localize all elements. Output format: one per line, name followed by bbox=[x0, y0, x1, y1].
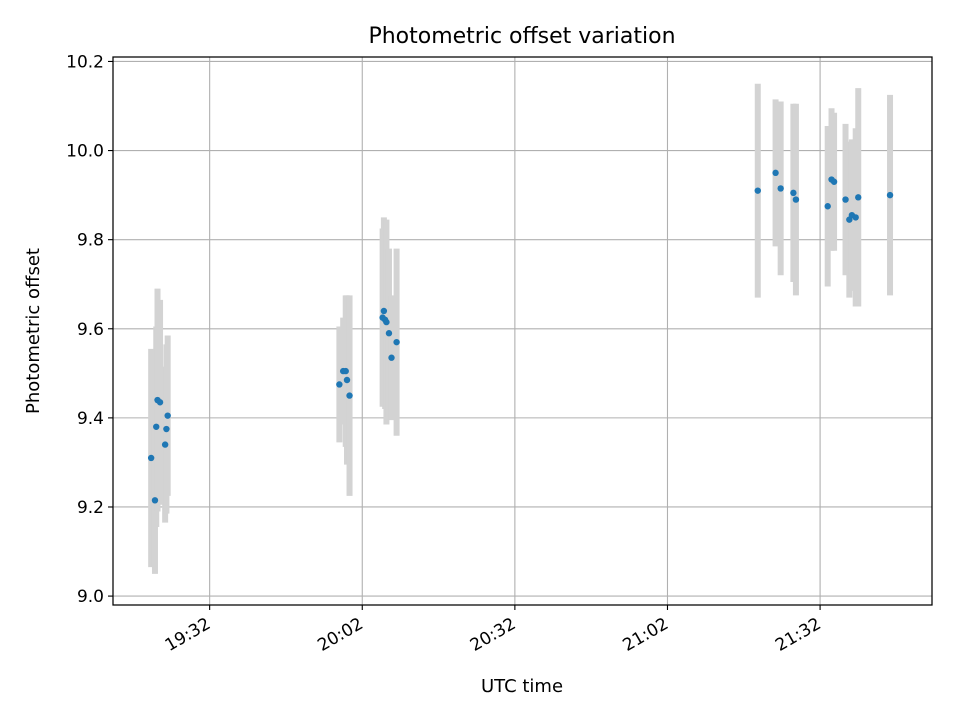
data-point bbox=[161, 441, 169, 448]
y-tick-label: 10.2 bbox=[66, 52, 104, 72]
data-point bbox=[343, 376, 351, 384]
data-point bbox=[754, 187, 761, 194]
data-point bbox=[380, 307, 388, 315]
data-point bbox=[156, 399, 164, 406]
data-point bbox=[824, 203, 831, 210]
y-axis-label: Photometric offset bbox=[23, 248, 44, 414]
data-point bbox=[855, 194, 862, 201]
data-point bbox=[383, 318, 390, 326]
data-point bbox=[385, 330, 393, 337]
x-axis-label: UTC time bbox=[481, 676, 563, 697]
y-tick-label: 9.0 bbox=[77, 587, 104, 607]
grid-layer bbox=[113, 57, 932, 605]
point-layer bbox=[147, 169, 894, 504]
y-tick-label: 10.0 bbox=[66, 142, 104, 162]
y-tick-label: 9.4 bbox=[77, 409, 104, 429]
data-point bbox=[151, 497, 159, 504]
data-point bbox=[342, 367, 349, 375]
data-point bbox=[163, 425, 170, 433]
data-point bbox=[147, 454, 155, 462]
data-point bbox=[336, 381, 343, 388]
data-point bbox=[153, 423, 160, 430]
data-point bbox=[164, 412, 171, 419]
y-tick-label: 9.6 bbox=[77, 320, 104, 340]
data-point bbox=[393, 338, 400, 346]
data-point bbox=[772, 169, 779, 177]
plot-frame bbox=[112, 56, 933, 606]
chart-title: Photometric offset variation bbox=[368, 24, 675, 49]
data-point bbox=[790, 189, 797, 197]
data-point bbox=[388, 354, 395, 361]
data-point bbox=[852, 214, 859, 221]
data-point bbox=[777, 185, 784, 192]
y-tick-label: 9.8 bbox=[77, 231, 104, 251]
data-point bbox=[830, 178, 838, 185]
data-point bbox=[346, 392, 353, 399]
y-tick-label: 9.2 bbox=[77, 498, 104, 518]
data-point bbox=[842, 196, 849, 203]
data-point bbox=[792, 196, 800, 203]
data-point bbox=[886, 191, 894, 199]
